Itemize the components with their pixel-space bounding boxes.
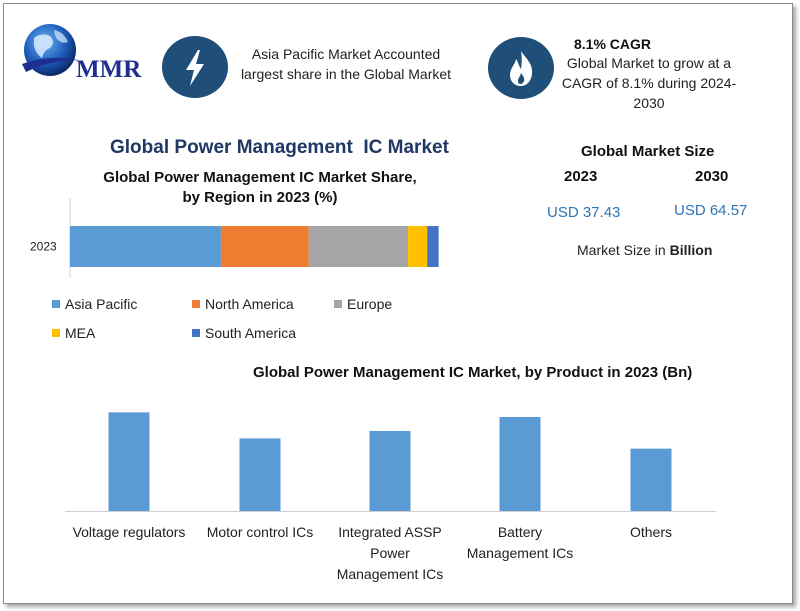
product-category-label-line: Management ICs xyxy=(466,545,574,561)
highlight-2-icon-circle xyxy=(488,37,554,99)
legend-label-north-america: North America xyxy=(205,296,294,312)
product-category-label-1: Voltage regulators xyxy=(59,522,199,543)
market-size-year-end: 2030 xyxy=(695,168,729,185)
product-category-label-line: Power xyxy=(370,545,410,561)
product-bar-chart xyxy=(65,412,716,512)
region-segment-mea xyxy=(408,226,428,267)
product-category-label-3: Integrated ASSP Power Management ICs xyxy=(320,522,460,585)
product-bar-2 xyxy=(239,438,281,511)
legend-swatch-asia-pacific xyxy=(52,300,60,308)
legend-swatch-europe xyxy=(334,300,342,308)
region-segment-south-america xyxy=(427,226,439,267)
product-category-label-line: Management ICs xyxy=(336,566,444,582)
product-chart-title: Global Power Management IC Market, by Pr… xyxy=(253,364,693,381)
highlight-2-text: Global Market to grow at a CAGR of 8.1% … xyxy=(561,55,737,111)
legend-label-europe: Europe xyxy=(347,296,393,312)
market-size-value-start: USD 37.43 xyxy=(547,204,621,221)
product-category-label-line: Others xyxy=(629,524,672,540)
legend-swatch-mea xyxy=(52,329,60,337)
legend-europe: Europe xyxy=(334,296,392,312)
logo-text: MMR xyxy=(76,56,142,83)
legend-label-asia-pacific: Asia Pacific xyxy=(65,296,138,312)
product-category-label-5: Others xyxy=(581,522,721,543)
region-segment-europe xyxy=(308,226,409,267)
product-category-label-4: Battery Management ICs xyxy=(450,522,590,564)
legend-swatch-south-america xyxy=(192,329,200,337)
region-segment-north-america xyxy=(220,226,309,267)
product-bar-4 xyxy=(499,416,541,511)
region-segment-asia-pacific xyxy=(70,226,221,267)
globe-icon xyxy=(22,24,78,76)
legend-label-mea: MEA xyxy=(65,325,96,341)
legend-south-america: South America xyxy=(192,325,296,341)
legend-north-america: North America xyxy=(192,296,294,312)
product-category-label-line: Battery xyxy=(497,524,543,540)
flame-icon xyxy=(510,51,533,86)
main-title: Global Power Management IC Market xyxy=(110,137,449,158)
market-size-note: Market Size in Billion xyxy=(577,242,712,258)
product-bar-1 xyxy=(108,412,150,511)
region-category-label: 2023 xyxy=(30,240,57,254)
cagr-heading: 8.1% CAGR xyxy=(574,36,652,52)
product-bar-5 xyxy=(630,448,672,511)
mmr-logo: MMR xyxy=(20,18,150,88)
market-size-note-unit: Billion xyxy=(669,242,713,258)
product-category-label-line: Integrated ASSP xyxy=(338,524,442,540)
market-size-title: Global Market Size xyxy=(581,143,715,160)
market-size-value-end: USD 64.57 xyxy=(674,202,748,219)
legend-swatch-north-america xyxy=(192,300,200,308)
highlight-1-text: Asia Pacific Market Accounted largest sh… xyxy=(240,46,452,82)
region-chart-title-line-1: Global Power Management IC Market Share, xyxy=(103,169,417,186)
lightning-bolt-icon xyxy=(186,50,204,86)
market-size-note-prefix: Market Size in xyxy=(577,242,670,258)
product-category-label-line: Voltage regulators xyxy=(72,524,186,540)
highlight-1-icon-circle xyxy=(162,36,228,98)
market-size-year-start: 2023 xyxy=(564,168,598,185)
region-chart-title: Global Power Management IC Market Share,… xyxy=(60,168,460,208)
region-chart-title-line-2: by Region in 2023 (%) xyxy=(182,189,338,206)
product-bar-3 xyxy=(369,430,411,511)
product-category-label-line: Motor control ICs xyxy=(206,524,314,540)
legend-mea: MEA xyxy=(52,325,95,341)
region-stacked-bar-chart: 2023 xyxy=(30,198,439,278)
product-category-label-2: Motor control ICs xyxy=(190,522,330,543)
legend-label-south-america: South America xyxy=(205,325,297,341)
legend-asia-pacific: Asia Pacific xyxy=(52,296,137,312)
